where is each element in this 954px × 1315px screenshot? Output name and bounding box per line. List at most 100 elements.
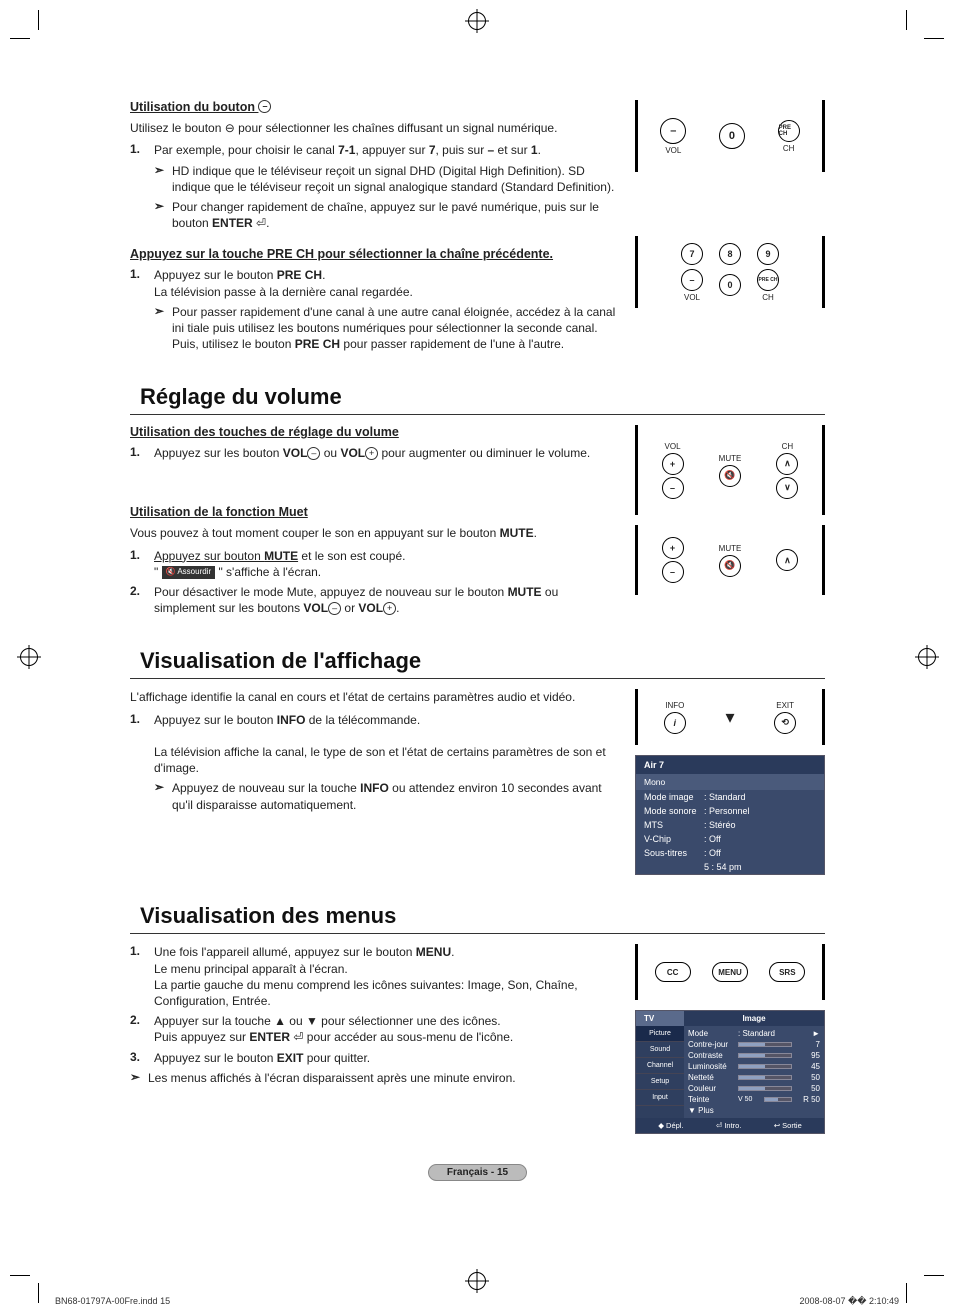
crop-mark xyxy=(38,1283,39,1303)
remote-dash-button: – xyxy=(660,118,686,144)
list-item: 1.Appuyez sur les bouton VOL– ou VOL+ po… xyxy=(130,445,621,461)
menu-tv-label: TV xyxy=(636,1011,684,1026)
osd-channel: Air 7 xyxy=(636,756,824,774)
list-item: 1.Appuyez sur le bouton PRE CH.La télévi… xyxy=(130,267,621,299)
remote-illustration-numpad2: 7 8 9 –VOL 0 PRE CHCH xyxy=(635,236,825,308)
osd-row: Mode sonore: Personnel xyxy=(636,804,824,818)
subsection-title-dash-button: Utilisation du bouton – xyxy=(130,100,621,114)
section-heading-display: Visualisation de l'affichage xyxy=(140,648,825,674)
vol-down-icon: – xyxy=(662,561,684,583)
menu-side-item: Picture xyxy=(636,1026,684,1042)
crop-mark xyxy=(924,1275,944,1276)
remote-prech-button: PRE CH xyxy=(757,269,779,291)
list-item: 2.Appuyer sur la touche ▲ ou ▼ pour séle… xyxy=(130,1013,621,1045)
subsection-title-mute: Utilisation de la fonction Muet xyxy=(130,505,621,519)
mute-intro: Vous pouvez à tout moment couper le son … xyxy=(130,525,621,541)
osd-row: MTS: Stéréo xyxy=(636,818,824,832)
remote-illustration-info: INFOi ▾ EXIT⟲ xyxy=(635,689,825,745)
osd-info-panel: Air 7 Mono Mode image: StandardMode sono… xyxy=(635,755,825,875)
indd-timestamp: 2008-08-07 �� 2:10:49 xyxy=(799,1296,899,1307)
section-heading-volume: Réglage du volume xyxy=(140,384,825,410)
remote-prech-button: PRE CH xyxy=(778,120,800,142)
remote-zero-button: 0 xyxy=(719,123,745,149)
menu-bottom-bar: ◆ Dépl. ⏎ Intro. ↩ Sortie xyxy=(636,1118,824,1133)
intro-text: Utilisez le bouton ⊖ pour sélectionner l… xyxy=(130,120,621,136)
menu-row: Contre-jour7 xyxy=(688,1039,820,1050)
list-item: 1.Appuyez sur bouton MUTE et le son est … xyxy=(130,548,621,580)
cc-button: CC xyxy=(655,962,691,982)
registration-mark-top xyxy=(468,12,486,30)
osd-row: V-Chip: Off xyxy=(636,832,824,846)
print-metadata: BN68-01797A-00Fre.indd 15 2008-08-07 �� … xyxy=(55,1296,899,1307)
mute-icon: 🔇 xyxy=(719,465,741,487)
registration-mark-left xyxy=(20,648,38,666)
vol-label: VOL xyxy=(665,146,681,155)
subsection-title-volkeys: Utilisation des touches de réglage du vo… xyxy=(130,425,621,439)
sub-bullet: ➣Pour passer rapidement d'une canal à un… xyxy=(154,304,621,353)
remote-dash-button: – xyxy=(681,269,703,291)
section-heading-menus: Visualisation des menus xyxy=(140,903,825,929)
indd-filename: BN68-01797A-00Fre.indd 15 xyxy=(55,1296,170,1307)
crop-mark xyxy=(906,1283,907,1303)
ch-label: CH xyxy=(783,144,795,153)
menu-sidebar: PictureSoundChannelSetupInput xyxy=(636,1026,684,1118)
display-intro: L'affichage identifie la canal en cours … xyxy=(130,689,621,705)
menu-row: Couleur50 xyxy=(688,1083,820,1094)
list-item: 3.Appuyez sur le bouton EXIT pour quitte… xyxy=(130,1050,621,1066)
menu-side-item: Input xyxy=(636,1090,684,1106)
crop-mark xyxy=(924,38,944,39)
menu-bottom-item: ↩ Sortie xyxy=(774,1121,802,1130)
heading-rule xyxy=(130,933,825,934)
page-footer: Français - 15 xyxy=(130,1164,825,1181)
osd-row: Mode image: Standard xyxy=(636,790,824,804)
registration-mark-right xyxy=(918,648,936,666)
osd-row: Sous-titres: Off xyxy=(636,846,824,860)
sub-bullet: ➣Pour changer rapidement de chaîne, appu… xyxy=(154,199,621,231)
osd-time: 5 : 54 pm xyxy=(636,860,824,874)
subsection-title-prech: Appuyez sur la touche PRE CH pour sélect… xyxy=(130,247,621,261)
page-number-pill: Français - 15 xyxy=(428,1164,527,1181)
menu-row: Contraste95 xyxy=(688,1050,820,1061)
menu-row: TeinteV 50R 50 xyxy=(688,1094,820,1105)
ch-up-icon: ∧ xyxy=(776,453,798,475)
remote-0-button: 0 xyxy=(719,274,741,296)
list-item: 2.Pour désactiver le mode Mute, appuyez … xyxy=(130,584,621,616)
menu-button: MENU xyxy=(712,962,748,982)
menu-bottom-item: ⏎ Intro. xyxy=(716,1121,741,1130)
exit-icon: ⟲ xyxy=(774,712,796,734)
menu-title: Image xyxy=(684,1011,824,1026)
remote-8-button: 8 xyxy=(719,243,741,265)
heading-rule xyxy=(130,678,825,679)
ch-down-icon: ∨ xyxy=(776,477,798,499)
content-area: Utilisation du bouton – Utilisez le bout… xyxy=(55,30,825,1181)
osd-mono: Mono xyxy=(636,774,824,790)
mute-icon: 🔇 xyxy=(719,555,741,577)
menu-side-item: Channel xyxy=(636,1058,684,1074)
remote-illustration-volume: VOL+– MUTE🔇 CH∧∨ xyxy=(635,425,825,515)
assourdir-chip: 🔇 Assourdir xyxy=(162,566,216,579)
remote-7-button: 7 xyxy=(681,243,703,265)
list-item: 1.Une fois l'appareil allumé, appuyez su… xyxy=(130,944,621,1009)
vol-up-icon: + xyxy=(662,537,684,559)
remote-9-button: 9 xyxy=(757,243,779,265)
menu-row: Luminosité45 xyxy=(688,1061,820,1072)
list-item: 1.Par exemple, pour choisir le canal 7-1… xyxy=(130,142,621,158)
vol-up-icon: + xyxy=(662,453,684,475)
remote-illustration-menu: CC MENU SRS xyxy=(635,944,825,1000)
crop-mark xyxy=(906,10,907,30)
menu-main: Mode: Standard►Contre-jour7Contraste95Lu… xyxy=(684,1026,824,1118)
menu-row: Mode: Standard► xyxy=(688,1028,820,1039)
nav-down-icon: ▾ xyxy=(725,707,734,728)
menu-side-item: Setup xyxy=(636,1074,684,1090)
heading-rule xyxy=(130,414,825,415)
crop-mark xyxy=(10,38,30,39)
menu-side-item: Sound xyxy=(636,1042,684,1058)
vol-down-icon: – xyxy=(662,477,684,499)
remote-illustration-numpad1: – VOL 0 PRE CH CH xyxy=(635,100,825,172)
osd-menu-panel: TV Image PictureSoundChannelSetupInput M… xyxy=(635,1010,825,1134)
remote-illustration-mute: +– MUTE🔇 ∧ xyxy=(635,525,825,595)
sub-bullet: ➣Appuyez de nouveau sur la touche INFO o… xyxy=(154,780,621,812)
menu-bottom-item: ◆ Dépl. xyxy=(658,1121,683,1130)
info-icon: i xyxy=(664,712,686,734)
dash-icon: – xyxy=(258,100,271,113)
